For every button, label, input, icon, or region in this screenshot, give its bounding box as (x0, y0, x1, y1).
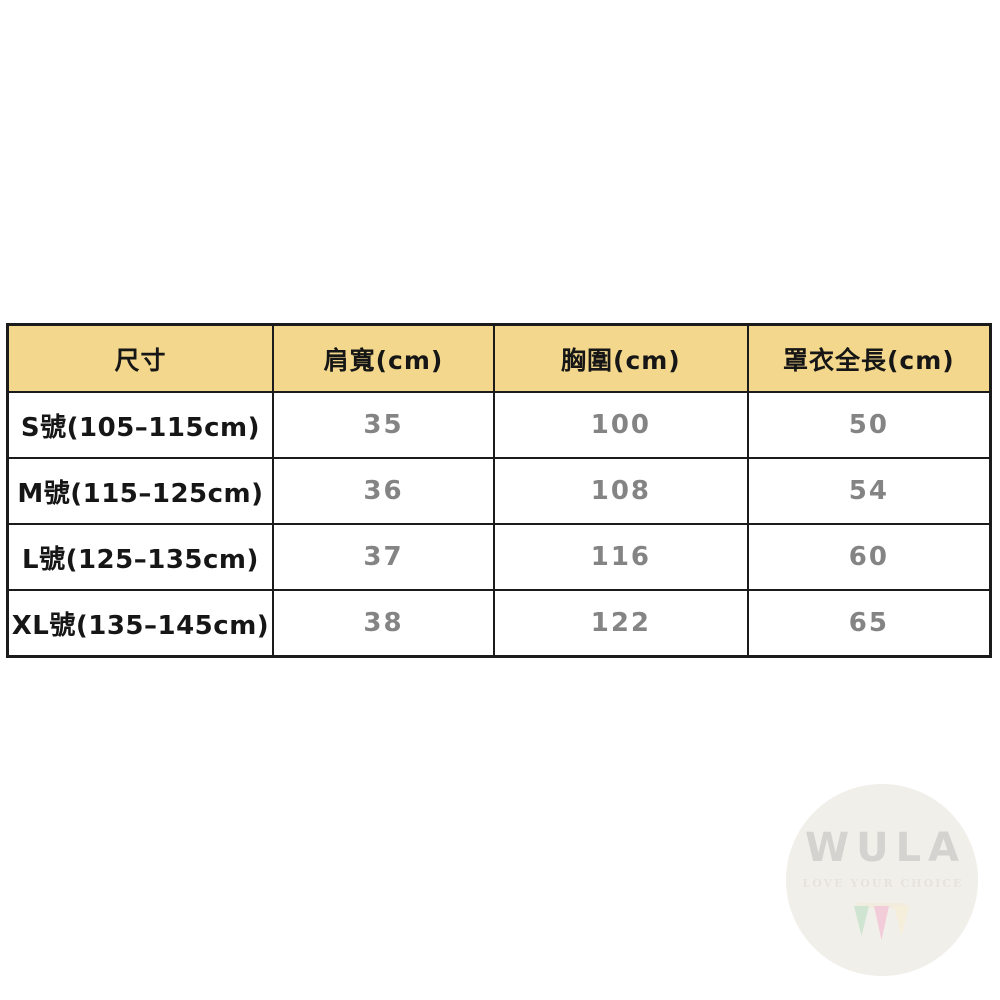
length-value: 54 (746, 457, 992, 525)
size-label: S號(105–115cm) (6, 391, 274, 459)
chest-value: 100 (493, 391, 749, 459)
cream-pennant-icon (894, 906, 909, 936)
watermark-tagline: LOVE YOUR CHOICE (802, 877, 964, 890)
shoulder-value: 36 (271, 457, 496, 525)
bunting-string (857, 903, 907, 908)
chest-value: 122 (493, 589, 749, 658)
length-value: 50 (746, 391, 992, 459)
size-label: M號(115–125cm) (6, 457, 274, 525)
green-pennant-icon (854, 906, 869, 936)
chest-value: 108 (493, 457, 749, 525)
length-value: 65 (746, 589, 992, 658)
column-header-shoulder: 肩寬(cm) (271, 323, 496, 393)
size-label: L號(125–135cm) (6, 523, 274, 591)
column-header-size: 尺寸 (6, 323, 274, 393)
chest-value: 116 (493, 523, 749, 591)
shoulder-value: 35 (271, 391, 496, 459)
table-row-m: M號(115–125cm) 36 108 54 (6, 457, 992, 525)
table-row-s: S號(105–115cm) 35 100 50 (6, 391, 992, 459)
table-row-xl: XL號(135–145cm) 38 122 65 (6, 589, 992, 658)
table-row-l: L號(125–135cm) 37 116 60 (6, 523, 992, 591)
shoulder-value: 37 (271, 523, 496, 591)
column-header-chest: 胸圍(cm) (493, 323, 749, 393)
shoulder-value: 38 (271, 589, 496, 658)
size-label: XL號(135–145cm) (6, 589, 274, 658)
size-chart-table: 尺寸 肩寬(cm) 胸圍(cm) 罩衣全長(cm) S號(105–115cm) … (6, 323, 992, 658)
length-value: 60 (746, 523, 992, 591)
watermark-brand-text: WULA (804, 825, 967, 871)
pink-pennant-icon (874, 906, 889, 940)
bunting-flags-icon (852, 903, 912, 941)
header-row: 尺寸 肩寬(cm) 胸圍(cm) 罩衣全長(cm) (6, 323, 992, 393)
column-header-length: 罩衣全長(cm) (746, 323, 992, 393)
wula-watermark: WULA LOVE YOUR CHOICE (786, 784, 978, 976)
